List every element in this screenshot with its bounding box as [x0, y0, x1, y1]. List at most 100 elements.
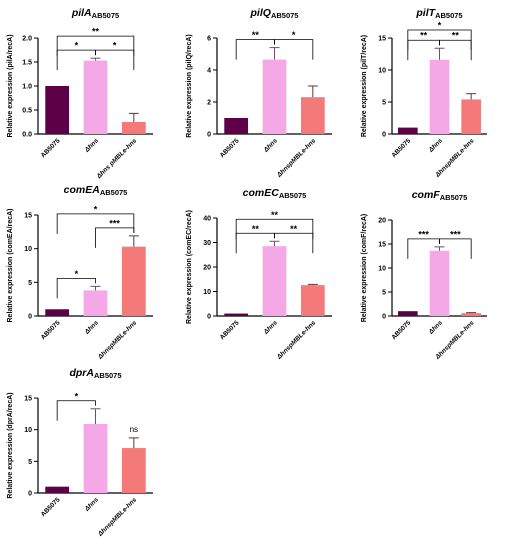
- chart-title-gene: dprA: [69, 367, 94, 379]
- y-tick-label: 10: [378, 266, 386, 273]
- y-tick-label: 0: [207, 314, 211, 321]
- y-axis-label: Relative expression (pilQ/recA): [186, 34, 193, 137]
- significance-bracket: [407, 39, 440, 61]
- significance-label: **: [252, 224, 260, 234]
- y-tick-label: 0: [382, 132, 386, 139]
- x-tick-label: AB5075: [40, 496, 62, 518]
- x-tick-label: Δhns: [83, 137, 100, 154]
- y-tick-label: 30: [203, 240, 211, 247]
- y-tick-label: 10: [24, 427, 32, 434]
- significance-bracket: [439, 39, 472, 61]
- chart-title-strain: AB5075: [279, 191, 307, 200]
- y-tick-label: 15: [24, 213, 32, 220]
- significance-bracket: [56, 277, 96, 299]
- significance-label: **: [420, 31, 428, 41]
- bar-0: [45, 86, 70, 134]
- significance-label: **: [252, 30, 260, 40]
- bar-0: [398, 311, 418, 316]
- chart-title-gene: comF: [412, 189, 441, 201]
- significance-label: **: [290, 224, 298, 234]
- bar-0: [45, 486, 70, 493]
- significance-bracket: [56, 400, 96, 421]
- bar-0: [224, 313, 249, 316]
- significance-bracket: [274, 39, 314, 60]
- significance-label: *: [75, 41, 79, 51]
- y-tick-label: 5: [382, 100, 386, 107]
- chart-title-gene: pilA: [71, 7, 92, 19]
- y-tick-label: 0: [382, 314, 386, 321]
- y-axis-label: Relative expression (dprA/recA): [7, 392, 14, 498]
- x-tick-label: AB5075: [390, 137, 412, 159]
- chart-title: pilQAB5075: [250, 7, 299, 20]
- chart-title-strain: AB5075: [440, 193, 468, 202]
- y-tick-label: 5: [28, 280, 32, 287]
- y-axis-label: Relative expression (pilT/recA): [361, 35, 368, 137]
- y-tick-label: 5: [28, 459, 32, 466]
- significance-label: *: [94, 204, 98, 214]
- significance-bracket: [407, 29, 472, 50]
- y-tick-label: 10: [203, 289, 211, 296]
- significance-bracket: [274, 232, 314, 254]
- chart-title-strain: AB5075: [100, 188, 128, 197]
- significance-label: **: [271, 210, 279, 220]
- y-axis-label: Relative expression (comEA/recA): [7, 209, 14, 323]
- bar-1: [83, 423, 108, 493]
- bar-1: [83, 60, 108, 135]
- bar-1: [262, 246, 287, 316]
- x-tick-label: AB5075: [40, 319, 62, 341]
- bar-1: [429, 59, 450, 135]
- x-tick-label: ΔhnspMBLe-hns: [96, 319, 138, 361]
- x-tick-label: Δhns: [427, 319, 444, 336]
- y-tick-label: 5: [382, 290, 386, 297]
- significance-bracket: [235, 39, 275, 60]
- bar-1: [429, 250, 450, 316]
- bar-1: [262, 59, 287, 134]
- y-tick-label: 2: [207, 100, 211, 107]
- bar-2: [121, 122, 146, 134]
- significance-bracket: [235, 218, 314, 240]
- significance-label: *: [292, 30, 296, 40]
- bar-2: [300, 97, 325, 134]
- significance-bracket: [56, 213, 135, 234]
- significance-label: *: [438, 21, 442, 31]
- chart-title: pilTAB5075: [415, 7, 462, 20]
- significance-label: *: [75, 269, 79, 279]
- chart-title-strain: AB5075: [94, 371, 122, 380]
- y-tick-label: 1.0: [22, 84, 32, 91]
- x-tick-label: Δhns pMBLe-hns: [95, 137, 138, 180]
- y-tick-label: 4: [207, 68, 211, 75]
- x-tick-label: Δhns: [83, 496, 100, 513]
- y-tick-label: 20: [378, 218, 386, 225]
- bar-2: [121, 246, 146, 316]
- chart-title: comEAAB5075: [64, 184, 128, 197]
- significance-label: ns: [130, 425, 138, 434]
- x-tick-label: Δhns: [262, 319, 279, 336]
- y-tick-label: 2.0: [22, 36, 32, 43]
- bar-0: [224, 118, 249, 134]
- significance-label: *: [113, 41, 117, 51]
- significance-label: ***: [109, 218, 120, 228]
- bar-0: [45, 309, 70, 316]
- chart-title-gene: comEA: [64, 184, 100, 196]
- significance-bracket: [95, 227, 135, 248]
- significance-bracket: [56, 35, 135, 57]
- y-tick-label: 6: [207, 36, 211, 43]
- chart-title-strain: AB5075: [92, 11, 120, 20]
- significance-label: ***: [418, 229, 429, 239]
- x-tick-label: AB5075: [40, 137, 62, 159]
- x-tick-label: Δhns: [427, 137, 444, 154]
- y-tick-label: 15: [24, 396, 32, 403]
- significance-bracket: [439, 238, 472, 259]
- y-tick-label: 0.5: [22, 108, 32, 115]
- y-tick-label: 0: [28, 314, 32, 321]
- significance-bracket: [95, 49, 135, 71]
- y-tick-label: 0.0: [22, 132, 32, 139]
- chart-title-gene: comEC: [243, 187, 280, 199]
- y-tick-label: 20: [203, 265, 211, 272]
- significance-label: **: [452, 31, 460, 41]
- chart-title: comECAB5075: [243, 187, 307, 200]
- bar-1: [83, 290, 108, 316]
